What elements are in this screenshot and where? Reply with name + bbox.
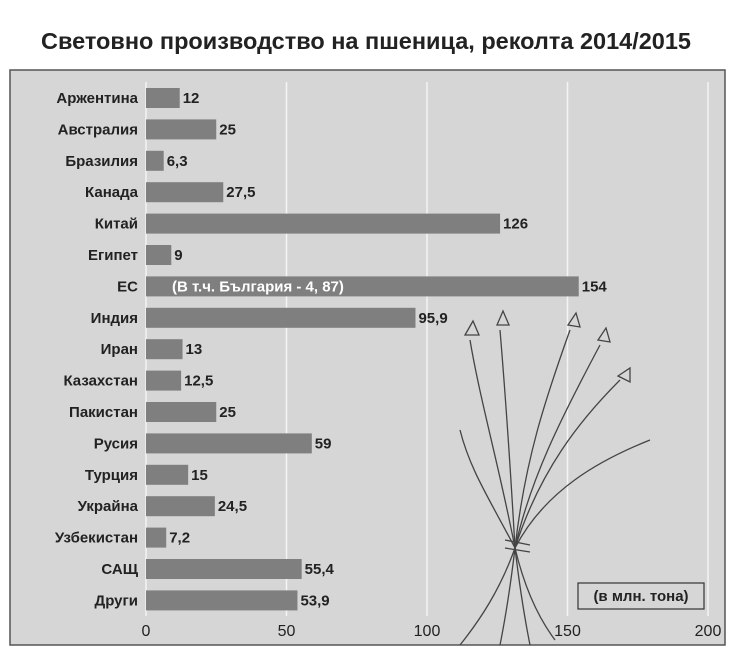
- bar: [146, 182, 223, 202]
- bar: [146, 214, 500, 234]
- value-label: 15: [191, 467, 208, 484]
- bar: [146, 88, 180, 108]
- bar: [146, 590, 297, 610]
- y-tick-label: Турция: [85, 467, 138, 484]
- chart-title: Световно производство на пшеница, реколт…: [41, 28, 691, 54]
- y-tick-label: Узбекистан: [55, 530, 138, 547]
- y-tick-label: Индия: [91, 310, 138, 327]
- bar: [146, 151, 164, 171]
- bar: [146, 496, 215, 516]
- x-tick-label: 50: [278, 623, 296, 640]
- bar: [146, 371, 181, 391]
- value-label: 27,5: [226, 184, 255, 201]
- x-tick-label: 150: [554, 623, 581, 640]
- value-label: 55,4: [305, 561, 335, 578]
- value-label: 7,2: [169, 530, 190, 547]
- y-tick-label: Казахстан: [63, 373, 138, 390]
- bar: [146, 528, 166, 548]
- y-tick-label: Аржентина: [56, 90, 138, 107]
- value-label: 59: [315, 435, 332, 452]
- value-label: 53,9: [300, 592, 329, 609]
- value-label: 9: [174, 247, 182, 264]
- bar: [146, 433, 312, 453]
- y-tick-label: Австралия: [58, 121, 138, 138]
- y-tick-label: Канада: [85, 184, 139, 201]
- y-tick-label: ЕС: [117, 278, 138, 295]
- bar: [146, 559, 302, 579]
- x-tick-label: 100: [414, 623, 441, 640]
- bar: [146, 245, 171, 265]
- x-tick-label: 0: [142, 623, 151, 640]
- x-tick-label: 200: [695, 623, 722, 640]
- value-label: 13: [186, 341, 203, 358]
- bar: [146, 402, 216, 422]
- value-label: 154: [582, 278, 608, 295]
- value-label: 24,5: [218, 498, 247, 515]
- value-label: 6,3: [167, 153, 188, 170]
- value-label: 95,9: [418, 310, 447, 327]
- annotation: (В т.ч. България - 4, 87): [172, 278, 344, 295]
- value-label: 25: [219, 404, 236, 421]
- bar: [146, 119, 216, 139]
- value-label: 12,5: [184, 373, 213, 390]
- y-tick-label: Украйна: [78, 498, 139, 515]
- value-label: 25: [219, 121, 236, 138]
- y-tick-label: Други: [95, 592, 138, 609]
- bar: [146, 308, 415, 328]
- y-tick-label: Иран: [101, 341, 138, 358]
- value-label: 126: [503, 216, 528, 233]
- y-tick-label: Бразилия: [65, 153, 138, 170]
- value-label: 12: [183, 90, 200, 107]
- bar: [146, 339, 183, 359]
- unit-note: (в млн. тона): [593, 588, 688, 605]
- y-tick-label: Китай: [95, 216, 138, 233]
- y-tick-label: Египет: [88, 247, 138, 264]
- y-tick-label: САЩ: [101, 561, 138, 578]
- chart: Световно производство на пшеница, реколт…: [0, 0, 732, 657]
- y-tick-label: Русия: [94, 435, 138, 452]
- bar: [146, 465, 188, 485]
- y-tick-label: Пакистан: [69, 404, 138, 421]
